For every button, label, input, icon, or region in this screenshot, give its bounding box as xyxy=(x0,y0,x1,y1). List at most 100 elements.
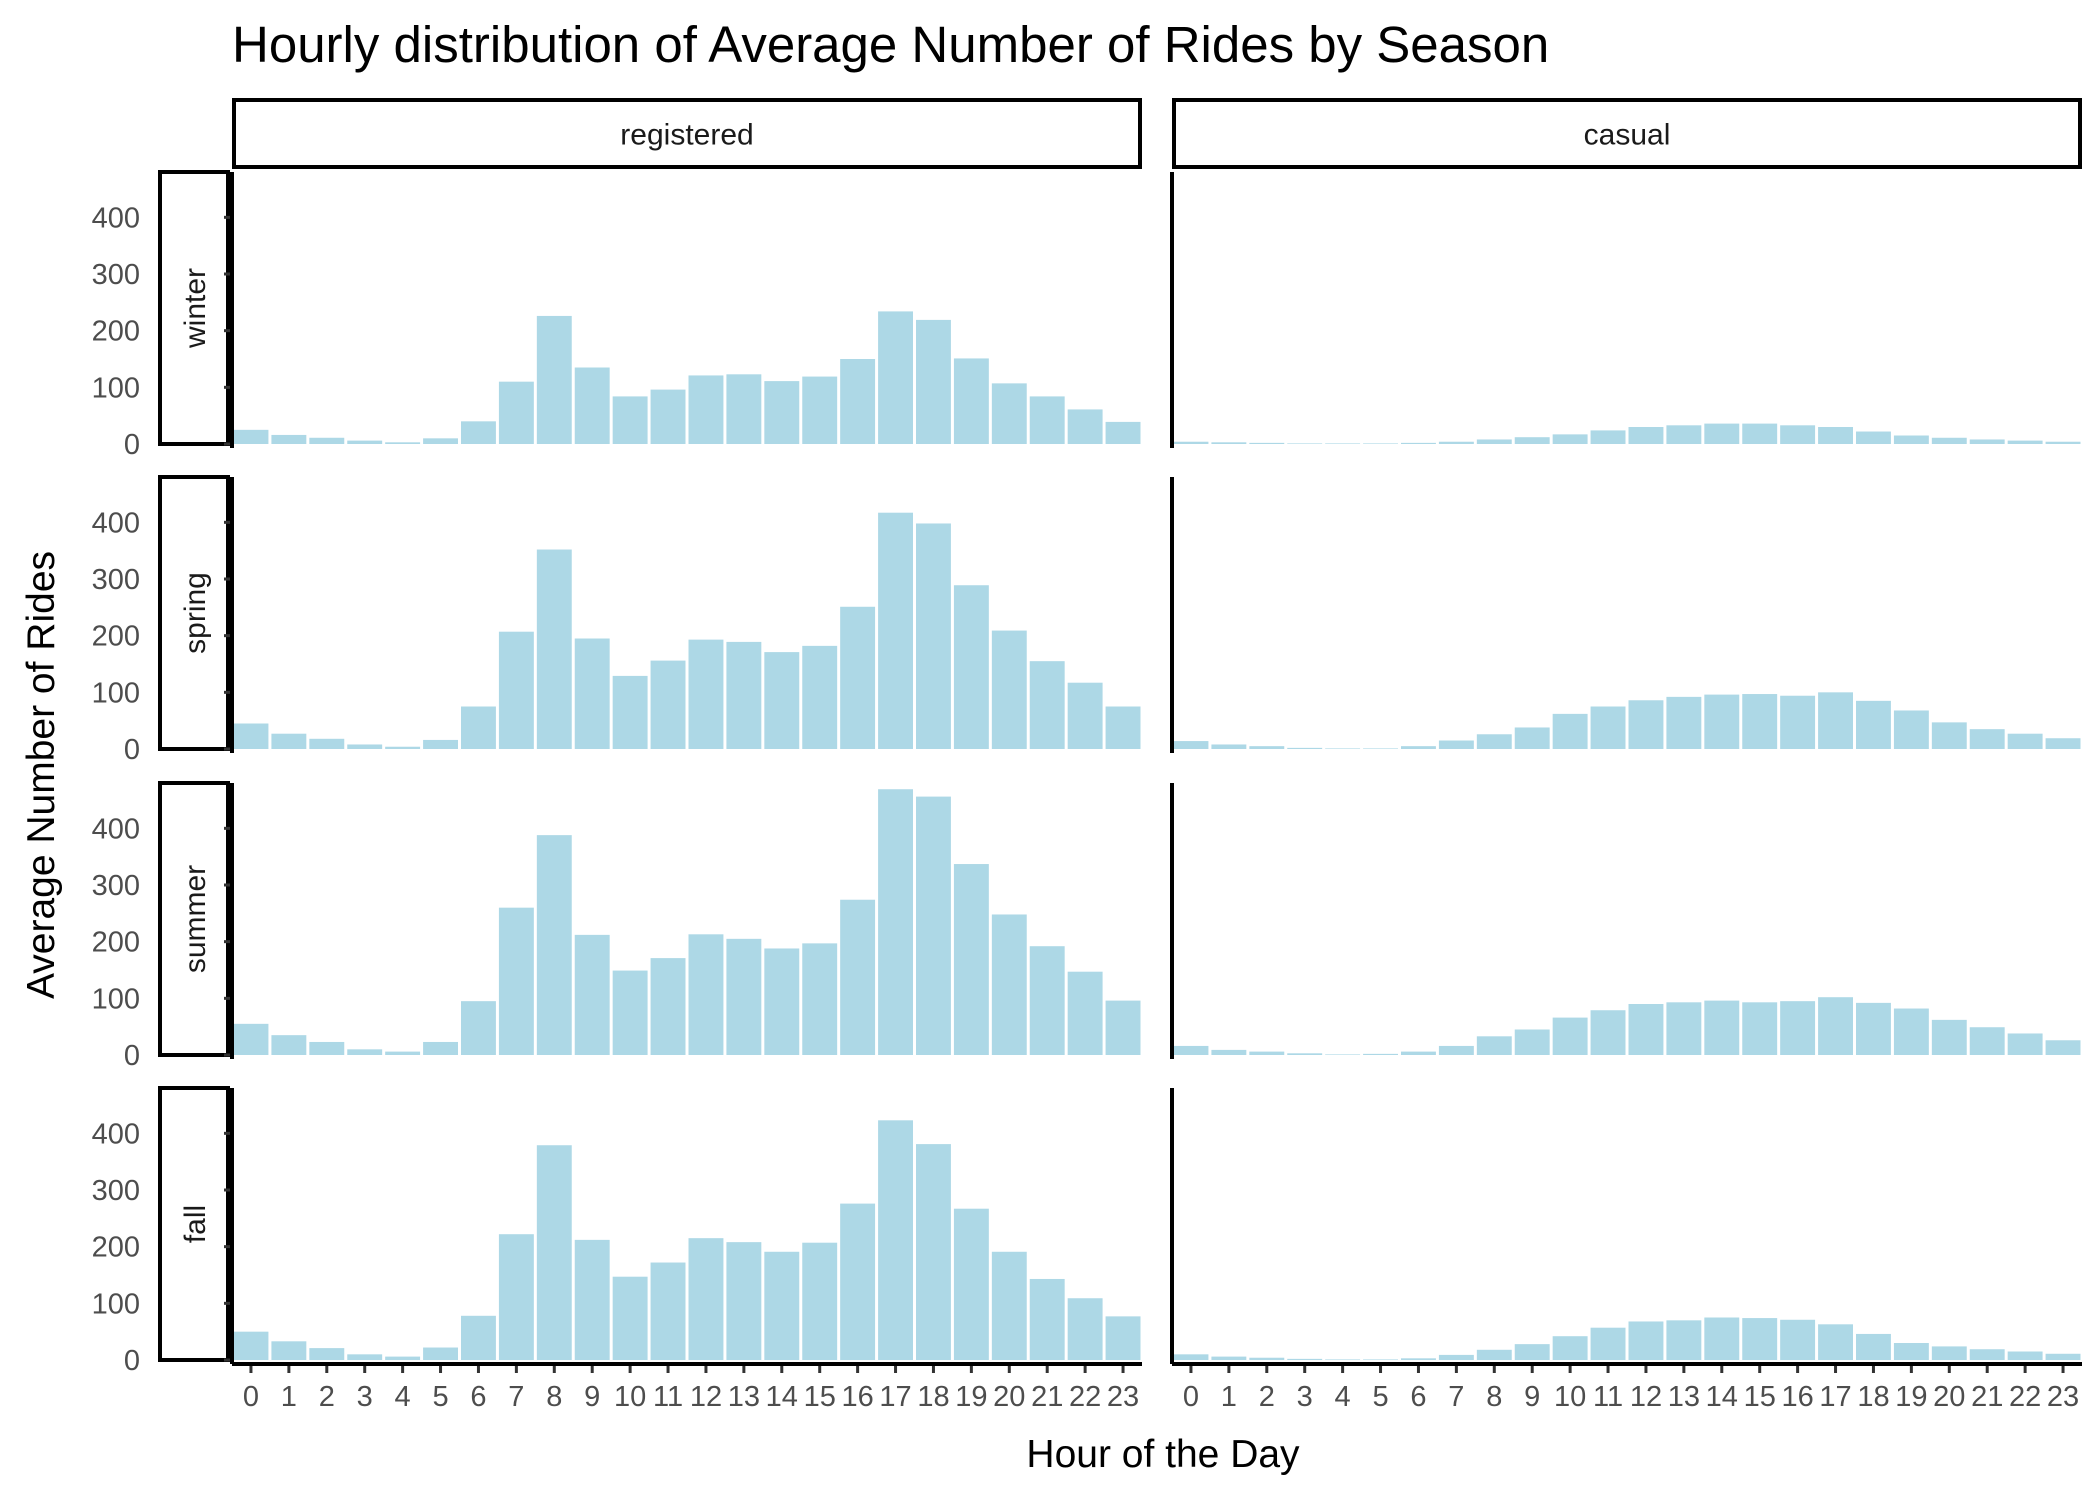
bar-fall-registered-3 xyxy=(347,1354,383,1360)
bar-fall-registered-16 xyxy=(840,1203,876,1360)
bar-winter-registered-2 xyxy=(309,437,345,444)
strip-label-registered: registered xyxy=(620,119,753,152)
bar-winter-casual-6 xyxy=(1401,442,1436,444)
bar-winter-registered-9 xyxy=(574,367,610,444)
bar-spring-registered-15 xyxy=(802,645,838,749)
x-tick-label: 17 xyxy=(879,1381,911,1413)
bar-fall-registered-12 xyxy=(688,1238,724,1360)
panel-winter-casual xyxy=(1170,172,2081,448)
bar-fall-casual-16 xyxy=(1780,1319,1816,1360)
bar-fall-registered-20 xyxy=(991,1251,1027,1360)
bar-winter-registered-11 xyxy=(650,389,686,444)
bar-spring-registered-8 xyxy=(536,549,572,749)
bar-spring-casual-15 xyxy=(1742,694,1778,749)
x-tick-label: 5 xyxy=(1372,1381,1388,1413)
bar-fall-casual-4 xyxy=(1325,1359,1361,1360)
bar-fall-casual-9 xyxy=(1514,1344,1550,1360)
chart-title: Hourly distribution of Average Number of… xyxy=(232,16,1549,73)
bar-fall-casual-6 xyxy=(1401,1358,1436,1360)
bar-fall-casual-19 xyxy=(1893,1343,1929,1360)
bar-fall-casual-12 xyxy=(1628,1321,1664,1360)
bar-spring-registered-2 xyxy=(309,738,345,749)
bar-summer-registered-17 xyxy=(878,789,913,1055)
bar-winter-casual-11 xyxy=(1590,430,1626,444)
y-tick-label: 0 xyxy=(124,734,140,766)
bar-summer-registered-20 xyxy=(991,914,1027,1055)
bar-fall-casual-0 xyxy=(1173,1354,1209,1360)
bar-fall-registered-21 xyxy=(1029,1278,1065,1360)
bar-fall-casual-18 xyxy=(1856,1333,1891,1360)
bar-winter-casual-9 xyxy=(1514,437,1550,444)
bar-fall-casual-20 xyxy=(1931,1346,1967,1360)
x-tick-label: 10 xyxy=(1554,1381,1586,1413)
x-tick-label: 23 xyxy=(2047,1381,2079,1413)
bar-summer-registered-0 xyxy=(233,1023,269,1055)
bar-spring-casual-5 xyxy=(1363,748,1398,749)
bar-summer-casual-18 xyxy=(1856,1002,1891,1055)
bar-spring-casual-14 xyxy=(1704,694,1740,749)
strip-label-fall: fall xyxy=(179,1205,212,1243)
x-tick-label: 17 xyxy=(1819,1381,1851,1413)
x-tick-label: 11 xyxy=(1593,1381,1623,1413)
bar-spring-registered-13 xyxy=(726,641,762,749)
bar-winter-casual-14 xyxy=(1704,423,1740,444)
bar-winter-casual-8 xyxy=(1476,439,1512,444)
bar-fall-casual-11 xyxy=(1590,1327,1626,1360)
strip-summer xyxy=(158,781,230,1057)
bar-summer-registered-10 xyxy=(612,970,648,1055)
bar-fall-registered-22 xyxy=(1067,1298,1103,1360)
x-tick-label: 1 xyxy=(1221,1381,1237,1413)
y-tick-label: 200 xyxy=(92,621,140,653)
panel-winter-registered xyxy=(230,172,1141,448)
bar-fall-registered-14 xyxy=(764,1251,800,1360)
bar-summer-registered-1 xyxy=(271,1035,307,1055)
x-tick-label: 7 xyxy=(508,1381,524,1413)
x-tick-label: 9 xyxy=(1524,1381,1540,1413)
bar-summer-casual-15 xyxy=(1742,1002,1778,1055)
strip-spring xyxy=(158,475,230,751)
bar-summer-registered-2 xyxy=(309,1041,345,1055)
y-tick-label: 200 xyxy=(92,316,140,348)
bar-spring-registered-19 xyxy=(953,585,989,749)
bar-winter-casual-23 xyxy=(2045,441,2081,444)
bar-spring-registered-16 xyxy=(840,606,876,749)
bar-fall-registered-10 xyxy=(612,1276,648,1360)
bar-fall-casual-1 xyxy=(1211,1356,1247,1360)
bar-winter-casual-22 xyxy=(2007,440,2043,444)
x-tick-label: 12 xyxy=(690,1381,722,1413)
bar-spring-casual-4 xyxy=(1325,748,1361,749)
bar-winter-casual-7 xyxy=(1438,441,1474,444)
bar-summer-registered-23 xyxy=(1105,1000,1141,1055)
bar-winter-registered-15 xyxy=(802,376,838,444)
x-tick-label: 13 xyxy=(728,1381,760,1413)
bar-fall-registered-8 xyxy=(536,1145,572,1360)
bar-summer-casual-12 xyxy=(1628,1004,1664,1055)
x-tick-label: 18 xyxy=(917,1381,949,1413)
bar-spring-registered-0 xyxy=(233,723,269,749)
bar-spring-casual-19 xyxy=(1893,710,1929,749)
bar-spring-casual-17 xyxy=(1818,692,1853,749)
x-tick-label: 7 xyxy=(1448,1381,1464,1413)
strip-casual xyxy=(1172,98,2082,169)
y-tick-label: 100 xyxy=(92,372,140,404)
bar-summer-registered-14 xyxy=(764,948,800,1055)
bar-summer-registered-5 xyxy=(423,1041,458,1055)
bar-fall-casual-8 xyxy=(1476,1349,1512,1360)
bar-fall-registered-13 xyxy=(726,1242,762,1360)
y-tick-label: 0 xyxy=(124,429,140,461)
bar-winter-registered-13 xyxy=(726,374,762,444)
bar-winter-registered-21 xyxy=(1029,396,1065,444)
x-tick-label: 1 xyxy=(281,1381,297,1413)
bar-summer-casual-14 xyxy=(1704,1000,1740,1055)
bar-summer-registered-11 xyxy=(650,958,686,1055)
bar-spring-registered-5 xyxy=(423,739,458,749)
bar-spring-casual-10 xyxy=(1552,713,1588,749)
bar-winter-casual-0 xyxy=(1173,441,1209,444)
bar-spring-casual-11 xyxy=(1590,706,1626,749)
bar-winter-casual-18 xyxy=(1856,431,1891,444)
bar-winter-casual-13 xyxy=(1666,425,1702,444)
bar-summer-registered-12 xyxy=(688,934,724,1055)
x-tick-label: 22 xyxy=(1069,1381,1101,1413)
x-tick-label: 20 xyxy=(1933,1381,1965,1413)
bar-summer-registered-3 xyxy=(347,1049,383,1055)
